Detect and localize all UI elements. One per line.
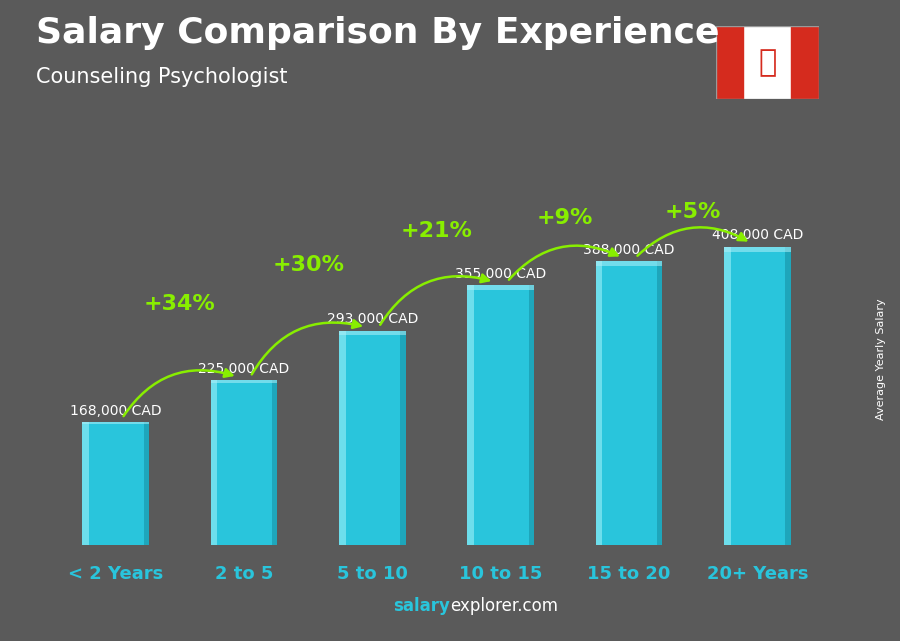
Bar: [144, 422, 149, 545]
Text: salary: salary: [393, 597, 450, 615]
Text: +34%: +34%: [144, 294, 216, 314]
Bar: [272, 380, 277, 545]
Bar: [596, 262, 662, 267]
Text: 🍁: 🍁: [758, 48, 777, 77]
Bar: [724, 247, 791, 252]
Bar: [724, 247, 791, 545]
Bar: [596, 262, 662, 545]
Text: 2 to 5: 2 to 5: [215, 565, 273, 583]
Text: 15 to 20: 15 to 20: [588, 565, 670, 583]
Text: 293,000 CAD: 293,000 CAD: [327, 312, 418, 326]
Bar: [82, 422, 149, 424]
Text: +30%: +30%: [272, 255, 344, 275]
Bar: [211, 380, 217, 545]
Text: Salary Comparison By Experience: Salary Comparison By Experience: [36, 16, 719, 50]
Bar: [596, 262, 602, 545]
Bar: [400, 331, 406, 545]
Text: +21%: +21%: [400, 221, 472, 241]
Bar: [716, 26, 743, 99]
Bar: [657, 262, 662, 545]
Text: Counseling Psychologist: Counseling Psychologist: [36, 67, 287, 87]
Bar: [339, 331, 406, 335]
Text: explorer.com: explorer.com: [450, 597, 558, 615]
Bar: [467, 285, 534, 290]
Text: 5 to 10: 5 to 10: [337, 565, 408, 583]
Bar: [791, 26, 819, 99]
Text: < 2 Years: < 2 Years: [68, 565, 163, 583]
Bar: [467, 285, 534, 545]
Bar: [211, 380, 277, 383]
Text: 10 to 15: 10 to 15: [459, 565, 543, 583]
Text: 168,000 CAD: 168,000 CAD: [70, 404, 161, 418]
Bar: [82, 422, 89, 545]
Bar: [339, 331, 406, 545]
Text: 355,000 CAD: 355,000 CAD: [455, 267, 546, 281]
Bar: [528, 285, 534, 545]
Text: 388,000 CAD: 388,000 CAD: [583, 243, 675, 257]
Text: +9%: +9%: [536, 208, 593, 228]
Text: Average Yearly Salary: Average Yearly Salary: [877, 298, 886, 420]
Text: 20+ Years: 20+ Years: [706, 565, 808, 583]
Text: +5%: +5%: [665, 202, 722, 222]
Bar: [82, 422, 149, 545]
Bar: [786, 247, 791, 545]
Bar: [339, 331, 346, 545]
Text: 225,000 CAD: 225,000 CAD: [198, 362, 290, 376]
Bar: [467, 285, 474, 545]
Bar: [211, 380, 277, 545]
Text: 408,000 CAD: 408,000 CAD: [712, 228, 803, 242]
Bar: [724, 247, 731, 545]
